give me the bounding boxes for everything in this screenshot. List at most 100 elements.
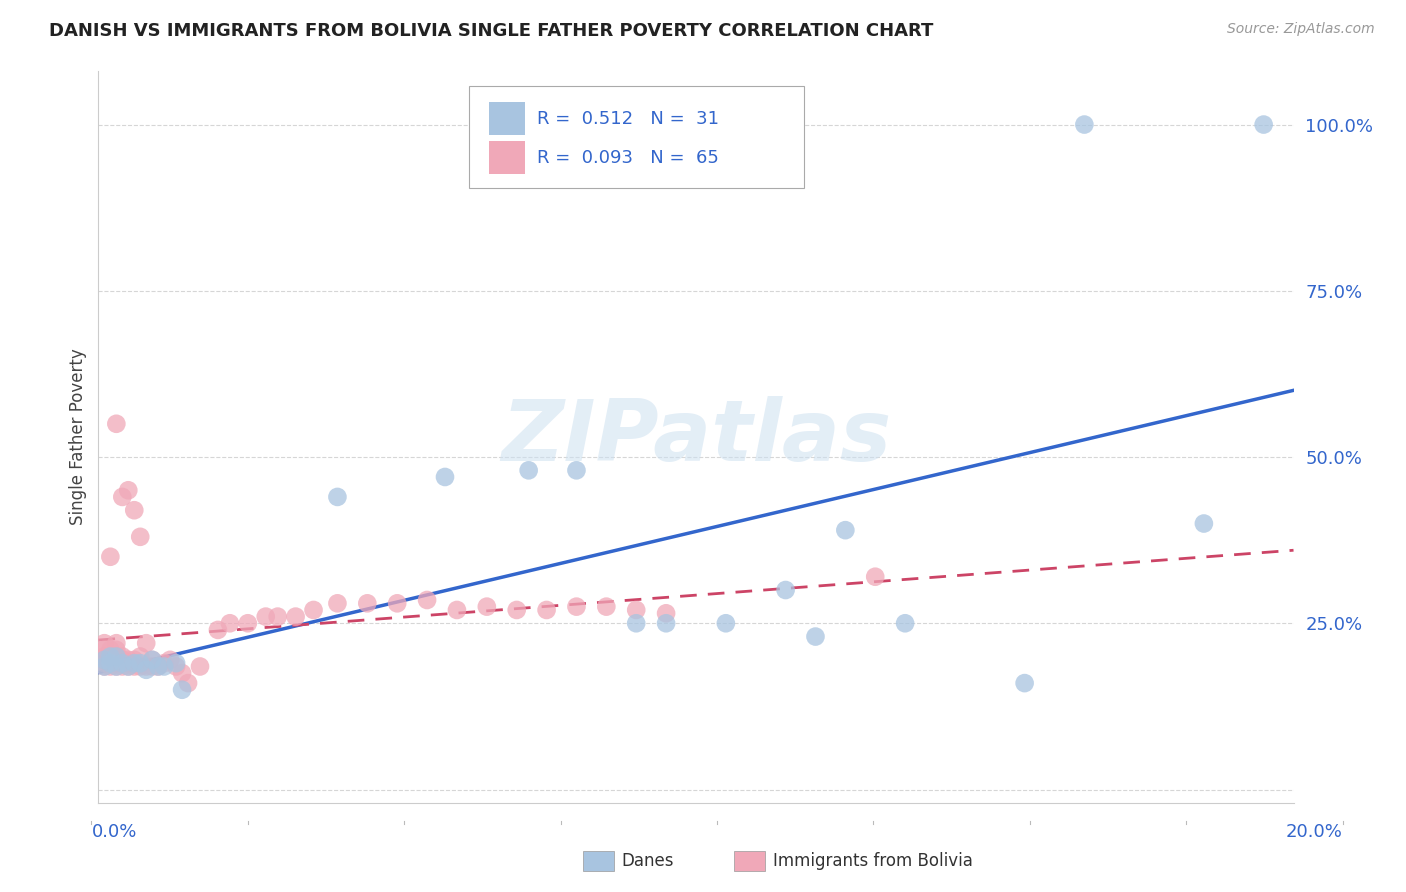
Point [105,636,128,650]
Text: Danes: Danes [621,852,673,870]
Point [129,530,152,544]
Point [1014,676,1036,690]
Point [124,653,146,667]
Point [188,659,211,673]
Point [148,659,170,673]
Point [153,659,176,673]
Point [595,599,617,614]
Point [93,643,115,657]
Point [117,656,139,670]
Text: Immigrants from Bolivia: Immigrants from Bolivia [773,852,973,870]
Point [834,523,856,537]
Point [117,659,139,673]
Point [135,663,157,677]
Point [135,636,157,650]
Text: R =  0.093   N =  65: R = 0.093 N = 65 [537,149,718,167]
Point [105,643,128,657]
Point [165,656,187,670]
Point [98,649,122,664]
Point [98,643,122,657]
Point [446,603,468,617]
Point [111,649,134,664]
Point [141,653,163,667]
Point [135,659,157,673]
Point [506,603,529,617]
Point [93,659,115,673]
Point [105,656,128,670]
Point [129,659,152,673]
Point [207,623,229,637]
Point [111,659,134,673]
Point [105,659,128,673]
Point [165,659,187,673]
Point [124,503,146,517]
Point [655,616,678,631]
Point [98,649,122,664]
Point [93,659,115,673]
Point [565,599,588,614]
Y-axis label: Single Father Poverty: Single Father Poverty [69,349,87,525]
Point [254,609,277,624]
Point [124,659,146,673]
Point [93,653,115,667]
Text: R =  0.512   N =  31: R = 0.512 N = 31 [537,110,718,128]
Text: 0.0%: 0.0% [91,822,136,840]
Point [117,653,139,667]
Text: ZIPatlas: ZIPatlas [501,395,891,479]
Point [434,470,457,484]
Point [93,653,115,667]
Point [117,659,139,673]
Point [326,596,349,610]
Point [1192,516,1215,531]
Point [172,682,194,697]
Bar [489,141,524,174]
Point [236,616,259,631]
Text: Source: ZipAtlas.com: Source: ZipAtlas.com [1227,22,1375,37]
Point [111,490,134,504]
Point [105,659,128,673]
Point [111,656,134,670]
Point [517,463,540,477]
Point [475,599,498,614]
Point [655,607,678,621]
Point [177,676,200,690]
Point [141,659,163,673]
Text: 20.0%: 20.0% [1286,822,1343,840]
Point [93,636,115,650]
Point [111,656,134,670]
Point [172,666,194,681]
Point [148,659,170,673]
Point [302,603,325,617]
Point [385,596,409,610]
Point [98,549,122,564]
Point [98,656,122,670]
Point [93,649,115,664]
Point [98,659,122,673]
Point [356,596,378,610]
Point [626,603,648,617]
Point [1253,118,1275,132]
Point [626,616,648,631]
Point [105,649,128,664]
Point [894,616,917,631]
Point [111,653,134,667]
Point [124,656,146,670]
Point [416,593,439,607]
Text: DANISH VS IMMIGRANTS FROM BOLIVIA SINGLE FATHER POVERTY CORRELATION CHART: DANISH VS IMMIGRANTS FROM BOLIVIA SINGLE… [49,22,934,40]
Point [565,463,588,477]
Point [284,609,307,624]
Point [129,656,152,670]
Point [117,483,139,498]
Point [141,653,163,667]
Point [129,649,152,664]
Point [98,653,122,667]
Point [105,653,128,667]
Point [267,609,290,624]
Point [775,582,797,597]
Point [93,656,115,670]
Point [1073,118,1095,132]
Point [326,490,349,504]
Point [714,616,737,631]
Point [153,656,176,670]
Point [105,649,128,664]
